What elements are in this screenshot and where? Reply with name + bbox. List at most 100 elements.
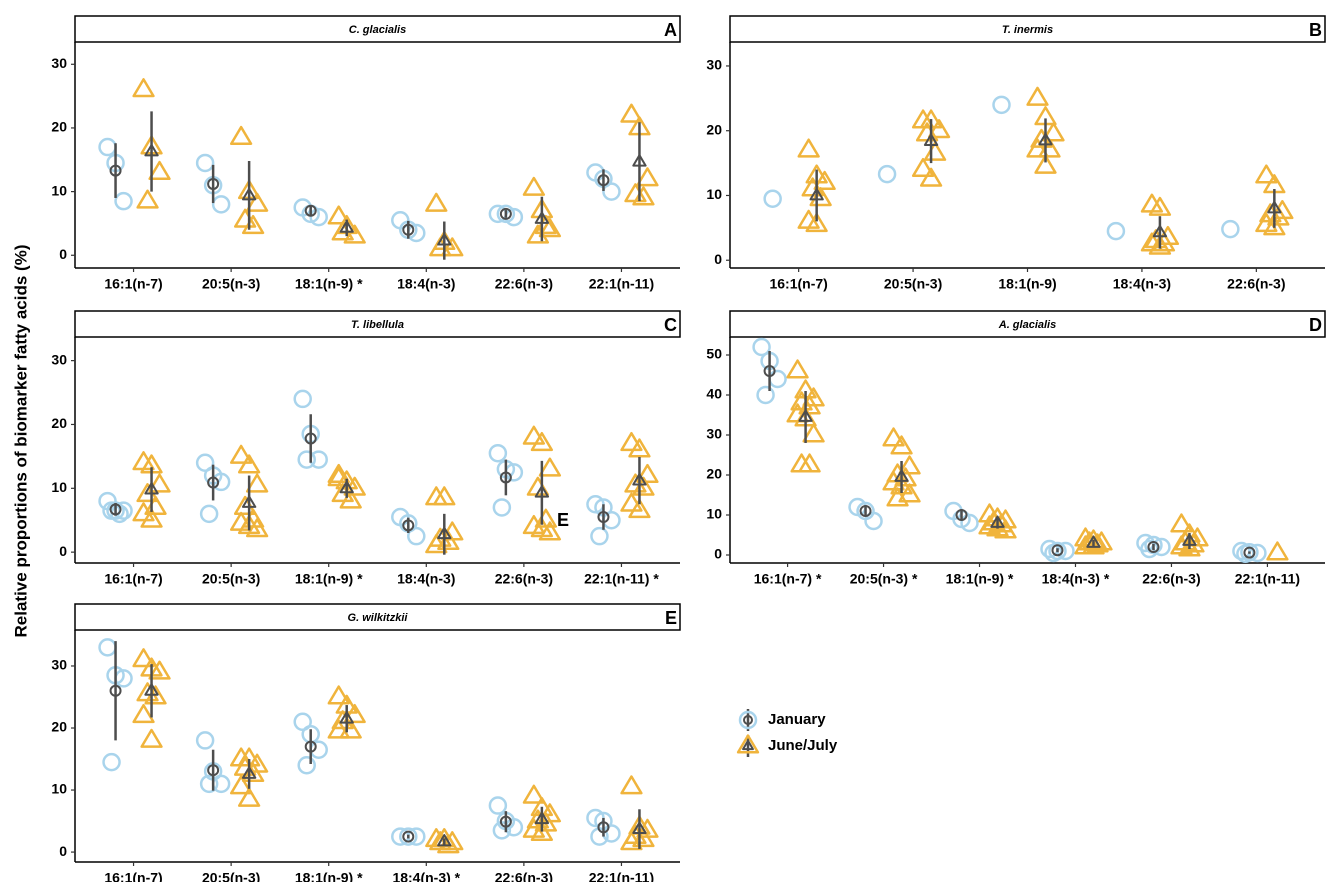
x-tick-label: 18:1(n-9) * [295, 571, 363, 587]
x-tick-label: 18:1(n-9) * [295, 870, 363, 882]
x-tick-label: 16:1(n-7) [769, 276, 827, 292]
panel-title: G. wilkitzkii [348, 612, 409, 624]
data-point [636, 167, 659, 187]
panel-title: C. glacialis [349, 24, 406, 36]
data-point [229, 775, 253, 795]
data-point [492, 498, 512, 517]
data-point [148, 473, 171, 493]
mean-marker [1147, 541, 1160, 553]
y-tick-label: 50 [706, 346, 722, 362]
mean-marker [1182, 533, 1197, 546]
panel: C. glacialis A 0 10 20 30 16:1(n-7) 20:5(n-3) 18… [51, 15, 681, 292]
mean-marker [1051, 544, 1064, 557]
x-tick-label: 16:1(n-7) [104, 870, 162, 882]
y-tick-label: 0 [59, 543, 67, 559]
x-tick-label: 22:1(n-11) [589, 870, 654, 882]
data-point [1042, 122, 1065, 142]
x-tick-label: 18:1(n-9) [998, 276, 1056, 292]
x-tick-label: 20:5(n-3) [884, 276, 942, 292]
x-tick-label: 20:5(n-3) [202, 276, 260, 292]
mean-marker [402, 223, 415, 236]
mean-marker [402, 519, 415, 532]
data-point [522, 784, 546, 804]
x-tick-label: 20:5(n-3) [202, 571, 260, 587]
y-tick-label: 10 [51, 182, 67, 198]
x-tick-label: 20:5(n-3) [202, 870, 260, 882]
data-point [620, 431, 643, 452]
data-point [960, 513, 979, 533]
data-point [399, 827, 418, 846]
data-point [1178, 537, 1201, 557]
panel-letter: C [664, 315, 677, 335]
y-tick-label: 0 [714, 546, 722, 562]
data-point [132, 502, 155, 522]
x-tick-label: 22:6(n-3) [1142, 571, 1200, 587]
data-point [1263, 216, 1286, 236]
y-tick-label: 10 [51, 479, 67, 495]
panel-title: A. glacialis [998, 319, 1056, 331]
data-point [425, 534, 448, 554]
x-tick-label: 18:4(n-3) * [392, 870, 460, 882]
x-tick-label: 22:6(n-3) [1227, 276, 1285, 292]
mean-marker [207, 476, 220, 489]
panel: T. libellula C 0 10 20 30 16:1(n-7) 20:5(n-3) 18… [51, 310, 681, 587]
mean-marker [109, 503, 122, 516]
data-point [994, 519, 1017, 539]
y-tick-label: 20 [706, 121, 722, 137]
data-point [1255, 164, 1278, 184]
panel-header [74, 15, 681, 43]
mean-marker [499, 207, 512, 220]
data-point [1034, 154, 1057, 174]
data-point [522, 176, 546, 196]
data-point [229, 125, 253, 145]
data-point [620, 775, 643, 795]
legend-marker-inner [743, 715, 753, 725]
x-tick-label: 18:1(n-9) * [295, 276, 363, 292]
data-point [1026, 138, 1049, 158]
y-tick-label: 20 [51, 119, 67, 135]
y-tick-label: 20 [51, 719, 67, 735]
data-point [1140, 193, 1164, 213]
mean-marker [809, 187, 824, 201]
data-point [802, 423, 825, 443]
data-point [620, 492, 643, 512]
y-tick-label: 30 [51, 351, 67, 367]
data-point [624, 183, 647, 203]
mean-marker [241, 187, 257, 201]
panel-letter: A [664, 20, 677, 40]
x-tick-label: 18:4(n-3) [397, 571, 455, 587]
data-point [199, 774, 219, 794]
data-point [136, 189, 159, 209]
data-point [195, 731, 215, 750]
mean-marker [304, 432, 317, 445]
data-point [882, 427, 905, 447]
x-tick-label: 22:1(n-11) [1235, 571, 1300, 587]
data-point [590, 526, 609, 546]
data-point [148, 160, 171, 180]
data-point [797, 138, 820, 158]
data-point [237, 454, 261, 474]
data-point [1106, 221, 1126, 241]
mean-marker [437, 834, 452, 847]
data-point [195, 453, 215, 473]
data-point [199, 504, 219, 524]
x-tick-label: 22:6(n-3) [495, 276, 553, 292]
data-point [620, 103, 643, 123]
mean-marker [241, 495, 257, 508]
mean-marker [597, 821, 610, 834]
x-tick-label: 16:1(n-7) * [754, 571, 822, 587]
mean-marker [144, 683, 159, 696]
x-tick-label: 18:4(n-3) [397, 276, 455, 292]
annotation: E [557, 510, 569, 530]
data-point [140, 728, 163, 748]
data-point [327, 719, 350, 739]
data-point [245, 518, 269, 538]
data-point [114, 191, 133, 211]
data-point [488, 796, 508, 815]
mean-marker [534, 485, 550, 498]
data-point [919, 167, 943, 187]
data-point [538, 521, 562, 541]
mean-marker [632, 821, 647, 835]
data-point [886, 487, 909, 507]
mean-marker [339, 480, 354, 494]
